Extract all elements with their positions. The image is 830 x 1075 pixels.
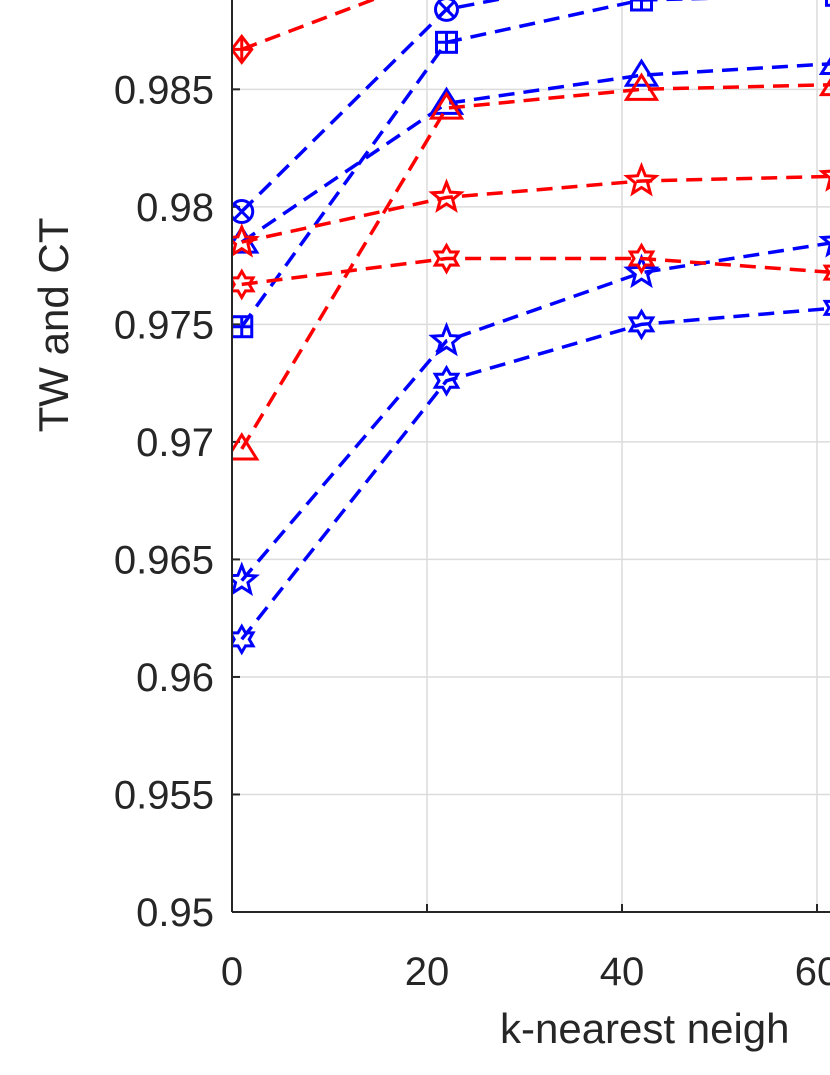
- data-point-blue-hexagram: [232, 623, 256, 656]
- y-tick-label: 0.98: [136, 186, 214, 230]
- data-point-red-diamond: [232, 33, 254, 65]
- grid: [231, 0, 830, 913]
- data-point-blue-square-plus: [630, 0, 653, 12]
- data-point-blue-hexagram: [432, 364, 461, 397]
- data-point-red-hexagram: [232, 268, 256, 301]
- data-point-red-hexagram: [432, 242, 461, 275]
- tick-labels: 0 20 40 60 0.95 0.955 0.96 0.965 0.97 0.975 0.98 0.…: [114, 68, 830, 994]
- data-point-blue-circle-x: [232, 199, 255, 225]
- data-point-red-star: [818, 169, 830, 192]
- data-point-blue-square-plus: [825, 0, 830, 7]
- data-point-blue-star: [623, 253, 660, 289]
- data-point-blue-triangle: [623, 58, 660, 87]
- data-point-blue-star: [428, 321, 465, 357]
- series-line-red-diamond: [241, 0, 377, 51]
- data-point-blue-square-plus: [435, 30, 458, 54]
- series-line-blue-star: [240, 241, 830, 582]
- series-line-red-star: [241, 174, 830, 244]
- data-point-blue-circle-x: [434, 0, 459, 22]
- x-tick-label: 0: [221, 950, 243, 994]
- series-blue-square-plus: [232, 0, 830, 339]
- data-point-blue-triangle: [428, 86, 465, 115]
- data-point-red-triangle: [428, 91, 465, 120]
- series-red-diamond: [232, 0, 377, 65]
- x-axis-label: k-nearest neigh: [500, 1005, 790, 1052]
- series-line-blue-hexagram: [240, 306, 830, 641]
- data-point-red-triangle: [232, 432, 260, 461]
- data-point-blue-hexagram: [822, 299, 830, 316]
- x-tick-label: 40: [600, 950, 645, 994]
- series-blue-circle-x: [232, 0, 505, 225]
- data-point-red-hexagram: [822, 264, 830, 281]
- series-line-blue-triangle: [240, 62, 830, 244]
- series-line-blue-square-plus: [240, 0, 715, 328]
- data-point-blue-hexagram: [627, 308, 656, 341]
- series-red-star: [232, 161, 830, 258]
- y-tick-label: 0.965: [114, 538, 214, 582]
- series-layer: [232, 0, 830, 656]
- data-point-red-hexagram: [627, 242, 656, 275]
- series-red-triangle: [232, 72, 830, 461]
- series-red-hexagram: [232, 242, 830, 301]
- data-point-blue-star: [818, 235, 830, 258]
- x-tick-label: 60: [795, 950, 830, 994]
- series-blue-hexagram: [232, 299, 830, 656]
- y-tick-label: 0.96: [136, 656, 214, 700]
- y-axis-label: TW and CT: [30, 218, 77, 433]
- data-point-red-triangle: [818, 78, 830, 97]
- data-point-red-star: [232, 222, 260, 258]
- data-point-blue-square-plus: [232, 315, 254, 339]
- data-point-blue-star: [232, 561, 260, 597]
- y-tick-label: 0.975: [114, 303, 214, 347]
- y-tick-label: 0.955: [114, 773, 214, 817]
- y-tick-label: 0.95: [136, 891, 214, 935]
- data-point-red-star: [428, 178, 465, 213]
- data-point-blue-triangle: [818, 57, 830, 75]
- y-tick-label: 0.985: [114, 68, 214, 112]
- axes: [231, 0, 830, 913]
- y-tick-label: 0.97: [136, 421, 214, 465]
- x-tick-label: 20: [405, 950, 450, 994]
- data-point-red-triangle: [623, 72, 660, 101]
- series-blue-star: [232, 235, 830, 597]
- data-point-red-star: [623, 161, 660, 197]
- series-line-red-hexagram: [241, 256, 830, 287]
